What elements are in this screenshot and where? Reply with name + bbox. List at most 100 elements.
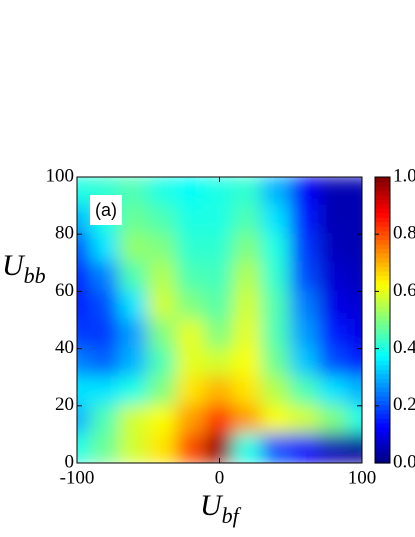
heat-cell — [204, 319, 235, 350]
heat-cell — [147, 433, 178, 463]
heat-cell — [289, 319, 321, 350]
heat-cell — [289, 233, 321, 264]
heat-cell — [204, 404, 235, 436]
y-tick-label: 100 — [46, 165, 75, 186]
colorbar-swatch — [375, 324, 390, 330]
colorbar-swatch — [375, 244, 390, 250]
heat-cell — [346, 347, 362, 379]
heat-cell — [261, 177, 292, 207]
colorbar-swatch — [375, 373, 390, 379]
heat-cell — [289, 204, 321, 236]
colorbar-swatch — [375, 449, 390, 455]
colorbar-swatch — [375, 387, 390, 393]
heat-cell — [77, 433, 93, 463]
colorbar-swatch — [375, 440, 390, 446]
heat-cell — [175, 404, 207, 436]
heat-cell — [261, 347, 292, 379]
x-axis-label: Ubf — [200, 489, 242, 528]
heat-cell — [90, 233, 121, 264]
heat-cell — [232, 177, 264, 207]
heat-cell — [90, 376, 121, 407]
heat-cell — [90, 290, 121, 321]
heat-cell — [318, 347, 349, 379]
heat-cell — [261, 404, 292, 436]
heat-cell — [232, 319, 264, 350]
colorbar-swatch — [375, 369, 390, 375]
y-label-sub: bb — [24, 263, 46, 288]
heat-cell — [118, 204, 150, 236]
heat-cell — [318, 433, 349, 463]
colorbar-swatch — [375, 181, 390, 187]
heat-cell — [261, 204, 292, 236]
heat-cell — [346, 290, 362, 321]
heat-cell — [118, 233, 150, 264]
heat-cell — [77, 177, 93, 207]
colorbar-swatch — [375, 418, 390, 424]
x-tick-label: -100 — [60, 467, 95, 488]
colorbar-swatch — [375, 427, 390, 433]
colorbar-swatch — [375, 239, 390, 245]
heatmap — [77, 177, 362, 463]
colorbar-swatch — [375, 235, 390, 241]
colorbar-frame — [374, 176, 391, 464]
colorbar-swatch — [375, 302, 390, 308]
heat-cell — [261, 233, 292, 264]
colorbar-swatch — [375, 315, 390, 321]
colorbar-swatch — [375, 221, 390, 227]
colorbar-swatch — [375, 177, 390, 183]
colorbar-tick-label: 0.4 — [393, 337, 415, 358]
heat-cell — [118, 376, 150, 407]
heat-cell — [175, 261, 207, 293]
heat-cell — [318, 290, 349, 321]
colorbar-swatch — [375, 364, 390, 370]
heat-cell — [118, 347, 150, 379]
heat-cell — [90, 347, 121, 379]
heat-cell — [232, 347, 264, 379]
colorbar-swatch — [375, 190, 390, 196]
colorbar-swatch — [375, 266, 390, 272]
colorbar-swatch — [375, 288, 390, 294]
heat-cell — [77, 233, 93, 264]
colorbar-swatch — [375, 360, 390, 366]
heat-cell — [147, 404, 178, 436]
annotation: (a) — [95, 200, 117, 220]
colorbar-swatch — [375, 194, 390, 200]
colorbar-swatch — [375, 355, 390, 361]
heat-cell — [90, 433, 121, 463]
heat-cell — [346, 404, 362, 436]
colorbar-swatch — [375, 436, 390, 442]
colorbar-swatch — [375, 275, 390, 281]
colorbar-swatch — [375, 413, 390, 419]
heat-cell — [289, 404, 321, 436]
heat-cell — [261, 319, 292, 350]
heat-cell — [204, 376, 235, 407]
heat-cell — [289, 177, 321, 207]
heat-cell — [261, 261, 292, 293]
colorbar-swatch — [375, 230, 390, 236]
heat-cell — [147, 233, 178, 264]
heat-cell — [147, 204, 178, 236]
colorbar-swatch — [375, 257, 390, 263]
colorbar-swatch — [375, 297, 390, 303]
heat-cell — [318, 376, 349, 407]
heat-cell — [204, 261, 235, 293]
heat-cell — [318, 177, 349, 207]
heat-cell — [118, 290, 150, 321]
heat-cell — [289, 376, 321, 407]
colorbar-swatch — [375, 328, 390, 335]
colorbar-swatch — [375, 404, 390, 410]
heat-cell — [118, 319, 150, 350]
colorbar-swatch — [375, 252, 390, 259]
colorbar-swatch — [375, 208, 390, 214]
y-tick-label: 40 — [55, 337, 74, 358]
heat-cell — [232, 233, 264, 264]
colorbar-tick-label: 0.0 — [393, 451, 415, 472]
heat-cell — [261, 433, 292, 463]
y-tick-label: 20 — [55, 394, 74, 415]
colorbar-swatch — [375, 342, 390, 348]
heat-cell — [346, 261, 362, 293]
colorbar-swatch — [375, 378, 390, 384]
x-tick-label: 0 — [215, 467, 225, 488]
colorbar-tick-label: 0.6 — [393, 280, 415, 301]
